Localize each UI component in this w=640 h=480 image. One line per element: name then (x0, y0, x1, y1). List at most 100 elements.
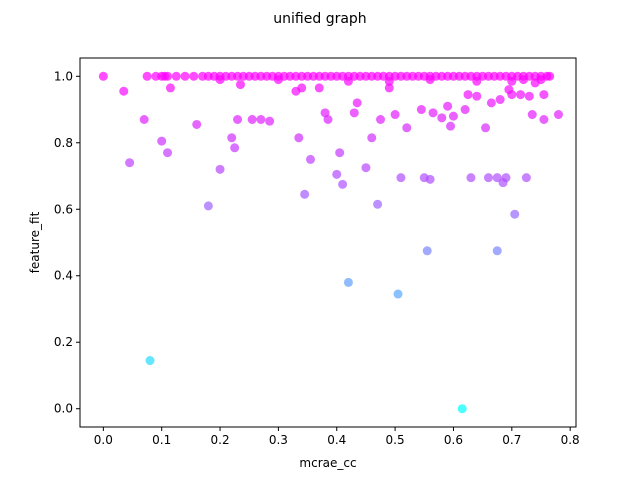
data-point-56 (483, 173, 493, 183)
data-point-62 (501, 173, 511, 183)
data-point-20 (297, 83, 307, 93)
data-point-146 (343, 76, 353, 86)
data-point-51 (460, 105, 470, 115)
x-axis-label: mcrae_cc (299, 456, 356, 470)
data-point-50 (457, 404, 467, 414)
data-point-10 (215, 164, 225, 174)
data-point-47 (443, 101, 453, 111)
points-layer (98, 71, 563, 414)
data-point-14 (235, 80, 245, 90)
chart-title: unified graph (273, 11, 366, 27)
data-point-19 (294, 133, 304, 143)
data-point-144 (215, 75, 225, 85)
data-point-31 (352, 98, 362, 108)
y-axis-label: feature_fit (28, 211, 42, 273)
data-point-80 (163, 71, 173, 81)
x-tick-label-0: 0.0 (94, 433, 113, 447)
data-point-30 (349, 108, 359, 118)
data-point-150 (507, 76, 517, 86)
data-point-0 (98, 71, 108, 81)
data-point-54 (472, 91, 482, 101)
y-tick-label-2: 0.4 (54, 269, 73, 283)
data-point-5 (157, 136, 167, 146)
data-point-33 (367, 133, 377, 143)
data-point-21 (300, 189, 310, 199)
data-point-67 (521, 173, 531, 183)
data-point-59 (492, 173, 502, 183)
data-point-34 (373, 199, 383, 209)
data-point-36 (384, 83, 394, 93)
data-point-35 (376, 115, 386, 124)
data-point-83 (189, 71, 199, 81)
data-point-145 (273, 75, 283, 85)
data-point-13 (233, 115, 243, 124)
data-point-55 (481, 123, 491, 133)
data-point-58 (492, 246, 502, 256)
data-point-143 (542, 71, 552, 81)
y-tick-label-3: 0.6 (54, 202, 73, 216)
plot-area-frame (79, 57, 577, 428)
data-point-38 (393, 289, 403, 299)
data-point-149 (472, 76, 482, 86)
x-tick-label-2: 0.2 (211, 433, 230, 447)
data-point-151 (518, 75, 528, 85)
data-point-16 (256, 115, 266, 124)
x-tick-label-3: 0.3 (269, 433, 288, 447)
data-point-64 (507, 90, 517, 100)
data-point-40 (402, 123, 412, 133)
x-tick-label-4: 0.4 (327, 433, 346, 447)
data-point-45 (428, 108, 438, 118)
data-point-27 (335, 148, 345, 158)
data-point-72 (539, 90, 549, 100)
x-axis-ticks: 0.0 0.1 0.2 0.3 0.4 0.5 0.6 0.7 0.8 (94, 427, 580, 447)
data-point-44 (425, 174, 435, 184)
data-point-48 (446, 121, 456, 131)
data-point-69 (527, 110, 537, 120)
data-point-7 (165, 83, 175, 93)
y-tick-label-4: 0.8 (54, 136, 73, 150)
data-point-28 (338, 179, 348, 189)
y-axis-ticks: 0.0 0.2 0.4 0.6 0.8 1.0 (54, 69, 80, 416)
data-point-43 (422, 246, 432, 256)
data-point-75 (553, 110, 563, 120)
data-point-49 (448, 111, 458, 121)
data-point-41 (416, 105, 426, 115)
data-point-147 (384, 76, 394, 86)
data-point-82 (180, 71, 190, 81)
data-point-65 (510, 209, 520, 219)
y-tick-label-5: 1.0 (54, 69, 73, 83)
data-point-81 (171, 71, 181, 81)
x-tick-label-7: 0.7 (502, 433, 521, 447)
data-point-6 (163, 148, 173, 158)
data-point-39 (396, 173, 406, 183)
data-point-66 (516, 90, 526, 100)
data-point-8 (192, 119, 202, 129)
data-point-12 (230, 143, 240, 153)
x-tick-label-5: 0.5 (386, 433, 405, 447)
data-point-11 (227, 133, 237, 143)
data-point-15 (247, 115, 257, 124)
data-point-4 (145, 356, 155, 366)
data-point-22 (305, 154, 315, 164)
data-point-73 (539, 115, 549, 124)
data-point-9 (203, 201, 213, 211)
data-point-46 (437, 113, 447, 123)
data-point-148 (425, 75, 435, 85)
x-tick-label-8: 0.8 (561, 433, 580, 447)
x-tick-label-6: 0.6 (444, 433, 463, 447)
data-point-26 (332, 169, 342, 179)
data-point-68 (524, 91, 534, 101)
x-tick-label-1: 0.1 (152, 433, 171, 447)
data-point-3 (139, 115, 149, 124)
data-point-25 (323, 115, 333, 124)
y-tick-label-0: 0.0 (54, 402, 73, 416)
data-point-1 (119, 86, 129, 96)
data-point-53 (466, 173, 476, 183)
data-point-2 (125, 158, 135, 168)
data-point-32 (361, 163, 371, 173)
data-point-57 (486, 98, 496, 108)
data-point-23 (314, 83, 324, 93)
data-point-29 (343, 277, 353, 287)
data-point-76 (142, 71, 152, 81)
data-point-60 (495, 95, 505, 105)
